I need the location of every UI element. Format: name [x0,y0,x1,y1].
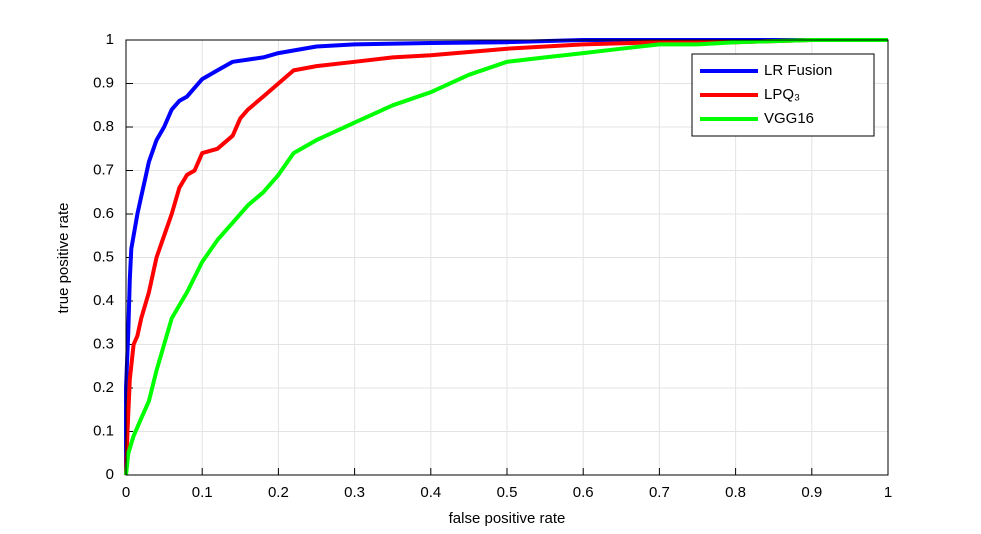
x-tick-label: 0.7 [649,484,670,501]
y-tick-label: 0.3 [93,335,114,352]
y-tick-label: 0.7 [93,161,114,178]
series-line [124,38,888,476]
series-line [124,38,888,476]
x-tick-label: 0.8 [725,484,746,501]
y-tick-label: 0.4 [93,292,114,309]
y-axis-label: true positive rate [55,203,72,314]
x-axis-label: false positive rate [449,510,566,527]
x-tick-label: 0.3 [344,484,365,501]
x-tick-label: 0.9 [801,484,822,501]
x-tick-label: 0.1 [192,484,213,501]
x-tick-label: 0.4 [420,484,441,501]
y-tick-label: 0.2 [93,379,114,396]
plot-frame [125,39,889,476]
legend-label: LPQ₃ [764,86,800,103]
x-tick-label: 0.5 [497,484,518,501]
x-tick-label: 1 [884,484,892,501]
y-tick-label: 0.1 [93,422,114,439]
series-line [124,38,888,475]
legend-label: LR Fusion [764,62,832,79]
y-tick-label: 0 [106,466,114,483]
x-tick-label: 0.6 [573,484,594,501]
x-tick-label: 0 [122,484,130,501]
legend-label: VGG16 [764,110,814,127]
y-tick-label: 0.6 [93,205,114,222]
y-tick-label: 0.9 [93,74,114,91]
y-tick-label: 0.8 [93,118,114,135]
legend: LR Fusion LPQ₃ VGG16 [691,53,875,137]
y-tick-label: 0.5 [93,248,114,265]
x-tick-label: 0.2 [268,484,289,501]
y-tick-label: 1 [106,31,114,48]
